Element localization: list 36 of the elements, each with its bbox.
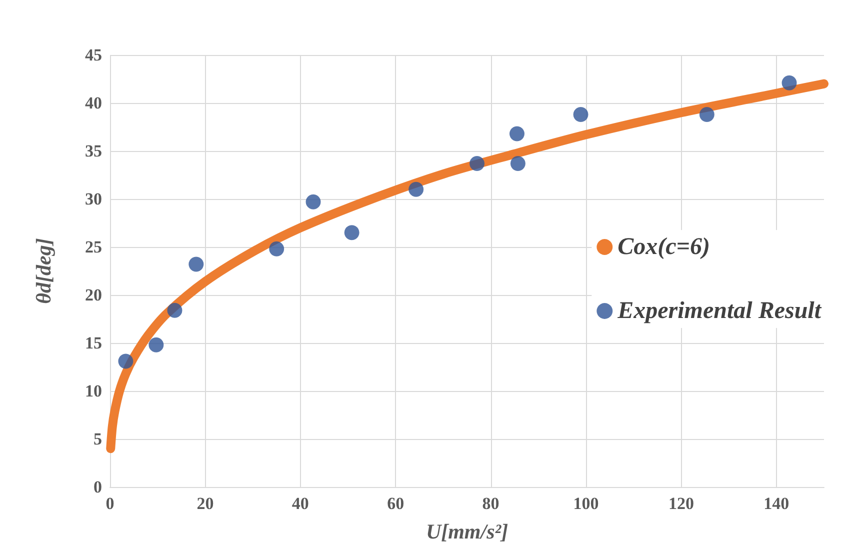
y-tick-label: 15: [85, 334, 102, 352]
point: [269, 241, 284, 256]
point: [118, 354, 134, 369]
point: [148, 337, 164, 352]
y-tick-label: 10: [85, 382, 102, 400]
point: [306, 194, 321, 210]
x-tick-label: 20: [196, 494, 214, 513]
y-tick-label: 35: [85, 142, 102, 160]
legend-label: Experimental Result: [616, 298, 822, 324]
point: [408, 182, 424, 197]
x-tick-label: 100: [573, 494, 599, 513]
point: [573, 107, 588, 122]
point: [167, 302, 182, 318]
point: [344, 225, 360, 240]
point: [470, 156, 484, 171]
y-tick-label: 40: [85, 94, 102, 112]
point: [188, 256, 204, 272]
point: [782, 75, 797, 90]
x-tick-label: 40: [292, 494, 309, 513]
x-tick-label: 120: [668, 494, 694, 513]
x-tick-label: 60: [387, 494, 404, 513]
y-tick-label: 25: [85, 238, 102, 256]
x-tick-label: 80: [482, 494, 500, 513]
y-axis-title: θd[deg]: [32, 238, 56, 304]
y-tick-label: 45: [85, 46, 102, 64]
legend-label: Cox(c=6): [618, 234, 710, 260]
x-tick-label: 140: [764, 494, 790, 513]
x-tick-label: 0: [106, 494, 114, 513]
y-tick-label: 0: [94, 478, 102, 496]
y-tick-label: 5: [94, 430, 102, 448]
point: [699, 107, 714, 122]
point: [509, 126, 524, 142]
point: [510, 156, 526, 171]
x-axis-title: U[mm/s²]: [426, 520, 508, 544]
y-tick-label: 30: [85, 190, 102, 208]
y-tick-label: 20: [85, 286, 102, 304]
